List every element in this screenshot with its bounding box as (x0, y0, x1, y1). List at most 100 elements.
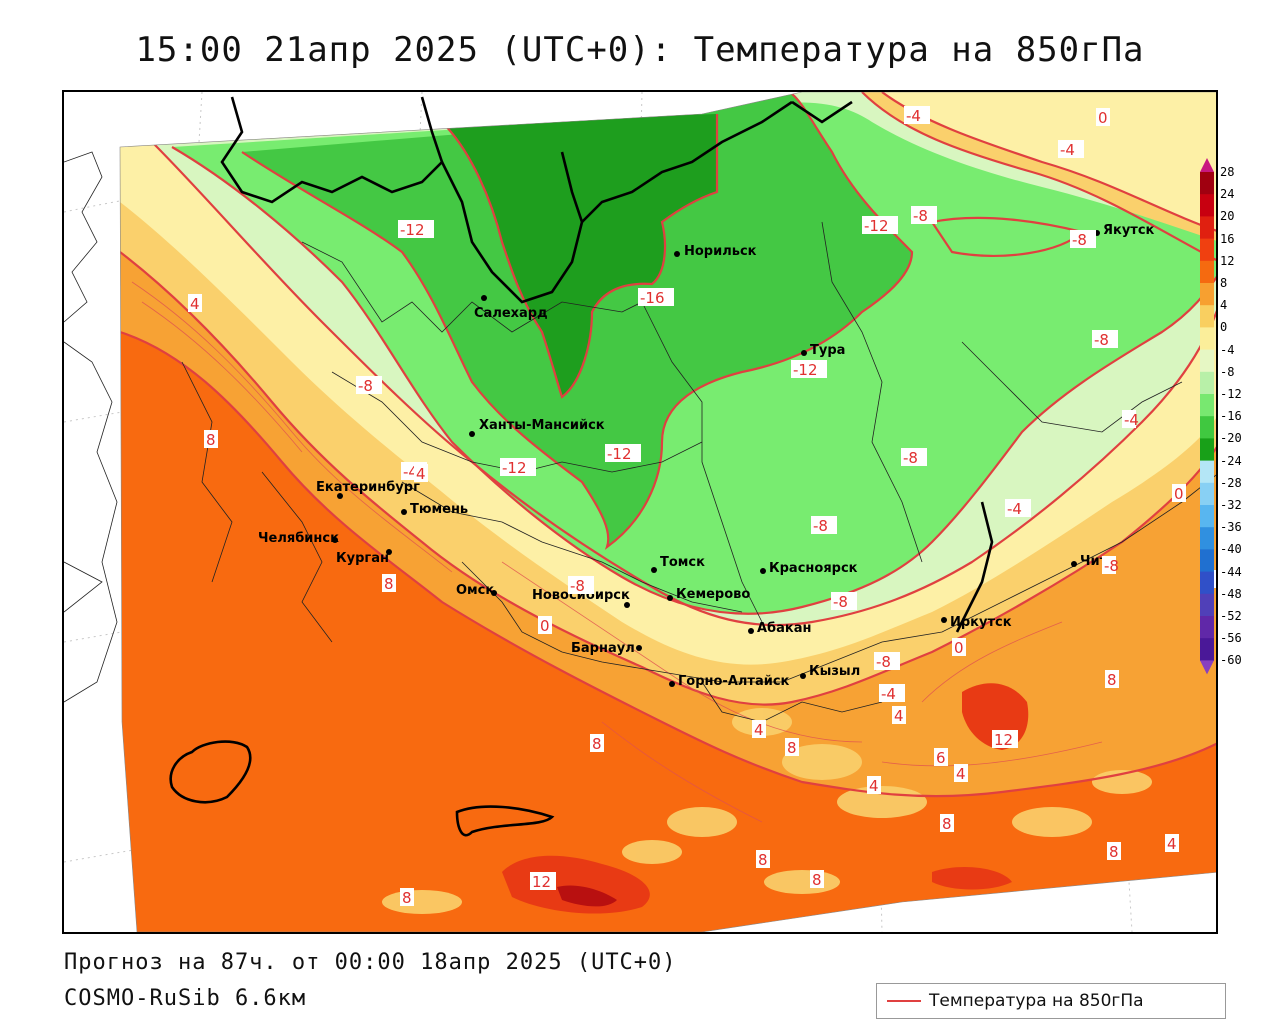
svg-text:-16: -16 (640, 289, 665, 307)
svg-text:-4: -4 (1007, 500, 1022, 518)
color-scale-bar (1200, 158, 1214, 675)
contour-label: -16 (638, 288, 674, 307)
city-novosibirsk: Новосибирск (532, 588, 630, 608)
scale-tick-label: 28 (1220, 165, 1235, 179)
svg-text:8: 8 (812, 871, 822, 889)
land-outlines-west (64, 151, 118, 703)
contour-label: 8 (1105, 670, 1119, 689)
svg-text:Тура: Тура (810, 343, 845, 358)
cities: Норильск Салехард Тура Якутск Ханты-Манс… (258, 223, 1155, 689)
city-kurgan: Курган (336, 549, 392, 566)
contour-label: 4 (1165, 834, 1179, 853)
scale-swatch (1200, 527, 1214, 550)
scale-swatch (1200, 194, 1214, 217)
city-gorno-altaysk: Горно-Алтайск (669, 674, 790, 689)
scale-swatch (1200, 438, 1214, 462)
forecast-info: Прогноз на 87ч. от 00:00 18апр 2025 (UTC… (64, 950, 677, 975)
contour-label: -8 (901, 448, 927, 467)
svg-text:4: 4 (956, 765, 966, 783)
scale-tick-label: -32 (1220, 498, 1242, 512)
svg-text:Екатеринбург: Екатеринбург (316, 480, 420, 495)
contour-label: 8 (756, 850, 770, 869)
contour-label: 4 (954, 764, 968, 783)
contour-label: -4 (1005, 499, 1031, 518)
contour-label: -8 (811, 516, 837, 535)
city-yakutsk: Якутск (1094, 223, 1155, 238)
scale-swatch (1200, 460, 1214, 484)
svg-text:0: 0 (1174, 485, 1184, 503)
svg-text:6: 6 (936, 749, 946, 767)
contour-label: 8 (400, 888, 414, 907)
scale-tick-label: 24 (1220, 187, 1235, 202)
svg-text:8: 8 (758, 851, 768, 869)
svg-text:8: 8 (402, 889, 412, 907)
contour-label: 0 (1172, 484, 1186, 503)
contour-label: -8 (831, 592, 857, 611)
scale-swatch (1200, 283, 1214, 306)
svg-text:8: 8 (1109, 843, 1119, 861)
scale-tick-label: 16 (1220, 231, 1235, 246)
svg-text:-8: -8 (1072, 231, 1087, 249)
map-canvas: Норильск Салехард Тура Якутск Ханты-Манс… (64, 92, 1216, 932)
scale-tick-label: -24 (1220, 453, 1242, 468)
contour-label: 8 (1107, 842, 1121, 861)
svg-text:8: 8 (592, 735, 602, 753)
scale-tick-label: -52 (1220, 609, 1242, 623)
svg-text:4: 4 (190, 295, 200, 313)
contour-label: -12 (500, 458, 536, 477)
coastlines (169, 96, 994, 837)
scale-swatch (1200, 482, 1214, 506)
contour-label: -12 (605, 444, 641, 463)
legend-label: Температура на 850гПа (929, 991, 1144, 1011)
city-irkutsk: Иркутск (941, 615, 1012, 630)
scale-tick-label: -56 (1220, 631, 1242, 646)
svg-text:-12: -12 (864, 217, 889, 235)
svg-text:Новосибирск: Новосибирск (532, 588, 630, 603)
svg-text:Томск: Томск (660, 555, 705, 570)
contour-label: 8 (940, 814, 954, 833)
svg-text:-12: -12 (502, 459, 527, 477)
svg-text:0: 0 (1098, 109, 1108, 127)
contour-label: 8 (590, 734, 604, 753)
svg-text:-12: -12 (793, 361, 818, 379)
city-kemerovo: Кемерово (667, 587, 750, 602)
scale-tick-label: -8 (1220, 364, 1235, 379)
svg-text:Иркутск: Иркутск (950, 615, 1012, 630)
svg-text:-8: -8 (570, 577, 585, 595)
svg-text:4: 4 (754, 721, 764, 739)
contour-label: 0 (952, 638, 966, 657)
contour-label: 12 (530, 872, 556, 891)
scale-swatch (1200, 349, 1214, 373)
city-chelyabinsk: Челябинск (258, 531, 339, 546)
svg-text:8: 8 (942, 815, 952, 833)
contour-label: -4 (1058, 140, 1084, 159)
scale-top-arrow (1200, 158, 1214, 172)
temperature-color-scale: 28 24 20 16 12 8 4 0 -4 -8 -12 -16 -20 -24 -28 -32 -36 -4… (1200, 158, 1260, 688)
contour-label: -4 (1122, 410, 1139, 429)
scale-tick-label: -20 (1220, 431, 1242, 446)
scale-tick-label: -40 (1220, 542, 1242, 557)
scale-tick-label: -44 (1220, 564, 1242, 579)
contour-label: 8 (204, 430, 218, 449)
model-info: COSMO-RuSib 6.6км (64, 986, 307, 1011)
contour-label: -8 (1092, 330, 1118, 349)
contour-label: -8 (568, 576, 594, 595)
svg-text:Курган: Курган (336, 551, 389, 566)
legend-box: Температура на 850гПа (876, 983, 1226, 1019)
scale-tick-label: 4 (1220, 298, 1228, 313)
svg-text:Челябинск: Челябинск (258, 531, 339, 546)
forecast-map: Норильск Салехард Тура Якутск Ханты-Манс… (62, 90, 1218, 934)
svg-text:Якутск: Якутск (1103, 223, 1155, 238)
svg-text:0: 0 (540, 617, 550, 635)
temp-zone-16plus-a (557, 885, 617, 907)
svg-text:Абакан: Абакан (757, 621, 812, 636)
scale-tick-label: -28 (1220, 475, 1242, 490)
contour-label: 4 (414, 464, 428, 483)
city-norilsk: Норильск (674, 244, 757, 259)
scale-swatch (1200, 216, 1214, 240)
svg-text:-4: -4 (881, 685, 896, 703)
map-title: 15:00 21апр 2025 (UTC+0): Температура на… (135, 30, 1145, 70)
svg-text:0: 0 (954, 639, 964, 657)
contour-label: -8 (911, 206, 937, 225)
contour-label: 0 (1096, 108, 1110, 127)
